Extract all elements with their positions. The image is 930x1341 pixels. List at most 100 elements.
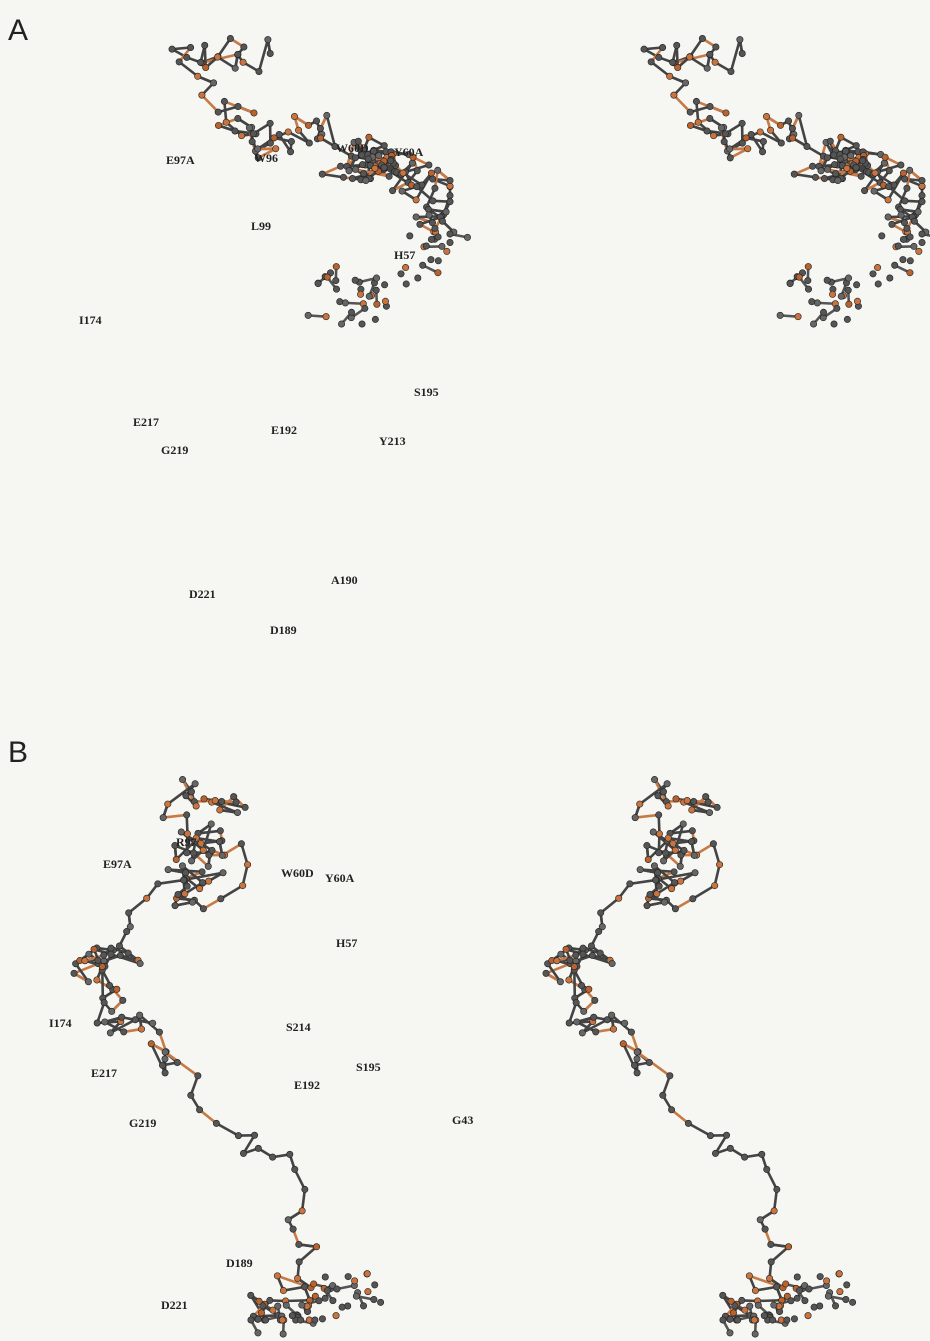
atom bbox=[297, 1317, 303, 1323]
atom bbox=[149, 1020, 155, 1026]
atom bbox=[205, 878, 211, 884]
atom bbox=[687, 109, 693, 115]
atom bbox=[235, 51, 241, 57]
atom bbox=[656, 831, 662, 837]
atom bbox=[414, 168, 420, 174]
atom bbox=[762, 1226, 768, 1232]
atom bbox=[785, 118, 791, 124]
figure: AE97AW96W60DY60AL99H57I174S195E217E192Y2… bbox=[0, 0, 930, 1341]
molecule-drawings bbox=[71, 35, 930, 1337]
atom bbox=[280, 1287, 286, 1293]
atom bbox=[597, 950, 603, 956]
atom bbox=[235, 103, 241, 109]
atom bbox=[235, 115, 241, 121]
atom bbox=[661, 899, 667, 905]
atom bbox=[184, 850, 190, 856]
atom bbox=[310, 1281, 316, 1287]
residue-label: S214 bbox=[286, 1020, 311, 1034]
atom bbox=[302, 1186, 308, 1192]
atom bbox=[407, 233, 413, 239]
atom bbox=[796, 112, 802, 118]
atom bbox=[919, 192, 925, 198]
atom bbox=[377, 1299, 383, 1305]
atom bbox=[739, 120, 745, 126]
atom bbox=[244, 861, 250, 867]
atom bbox=[832, 170, 838, 176]
labels: AE97AW96W60DY60AL99H57I174S195E217E192Y2… bbox=[8, 14, 473, 1312]
atom bbox=[386, 173, 392, 179]
bond bbox=[216, 1123, 238, 1135]
residue-label: Y60A bbox=[325, 871, 355, 885]
atom bbox=[317, 135, 323, 141]
atom bbox=[444, 248, 450, 254]
atom bbox=[707, 51, 713, 57]
atom bbox=[212, 797, 218, 803]
atom bbox=[262, 1317, 268, 1323]
residue-label: G219 bbox=[129, 1116, 156, 1130]
atom bbox=[114, 986, 120, 992]
atom bbox=[684, 797, 690, 803]
atom bbox=[413, 197, 419, 203]
atom bbox=[248, 1292, 254, 1298]
atom bbox=[337, 163, 343, 169]
atom bbox=[671, 869, 677, 875]
atom bbox=[806, 1286, 812, 1292]
atom bbox=[219, 852, 225, 858]
atom bbox=[874, 264, 880, 270]
atom bbox=[183, 793, 189, 799]
atom bbox=[650, 829, 656, 835]
atom bbox=[352, 154, 358, 160]
atom bbox=[644, 902, 650, 908]
atom bbox=[91, 946, 97, 952]
residue-label: S195 bbox=[414, 385, 439, 399]
atom bbox=[632, 814, 638, 820]
atom bbox=[179, 776, 185, 782]
atom bbox=[665, 835, 671, 841]
atom bbox=[919, 239, 925, 245]
atom bbox=[330, 1297, 336, 1303]
atom bbox=[660, 858, 666, 864]
atom bbox=[707, 115, 713, 121]
atom bbox=[655, 793, 661, 799]
atom bbox=[108, 951, 114, 957]
atom bbox=[760, 138, 766, 144]
atom bbox=[86, 951, 92, 957]
atom bbox=[919, 231, 925, 237]
atom bbox=[196, 1107, 202, 1113]
atom bbox=[687, 122, 693, 128]
atom bbox=[897, 206, 903, 212]
atom bbox=[889, 221, 895, 227]
atom bbox=[351, 1278, 357, 1284]
atom bbox=[265, 36, 271, 42]
atom bbox=[324, 112, 330, 118]
atom bbox=[287, 149, 293, 155]
atom bbox=[189, 899, 195, 905]
atom bbox=[241, 44, 247, 50]
atom bbox=[919, 198, 925, 204]
atom bbox=[198, 840, 204, 846]
atom bbox=[723, 110, 729, 116]
atom bbox=[837, 1288, 843, 1294]
atom bbox=[217, 807, 223, 813]
atom bbox=[902, 176, 908, 182]
atom bbox=[196, 885, 202, 891]
atom bbox=[895, 243, 901, 249]
atom bbox=[861, 187, 867, 193]
atom bbox=[881, 160, 887, 166]
atom bbox=[413, 214, 419, 220]
atom bbox=[608, 1012, 614, 1018]
atom bbox=[366, 134, 372, 140]
atom bbox=[249, 138, 255, 144]
atom bbox=[250, 131, 256, 137]
atom bbox=[340, 174, 346, 180]
atom bbox=[107, 1030, 113, 1036]
atom bbox=[620, 1041, 626, 1047]
atom bbox=[156, 1029, 162, 1035]
atom bbox=[660, 1092, 666, 1098]
atom bbox=[426, 212, 432, 218]
atom bbox=[322, 1274, 328, 1280]
atom bbox=[399, 188, 405, 194]
atom bbox=[900, 236, 906, 242]
atom bbox=[400, 170, 406, 176]
atom bbox=[722, 131, 728, 137]
